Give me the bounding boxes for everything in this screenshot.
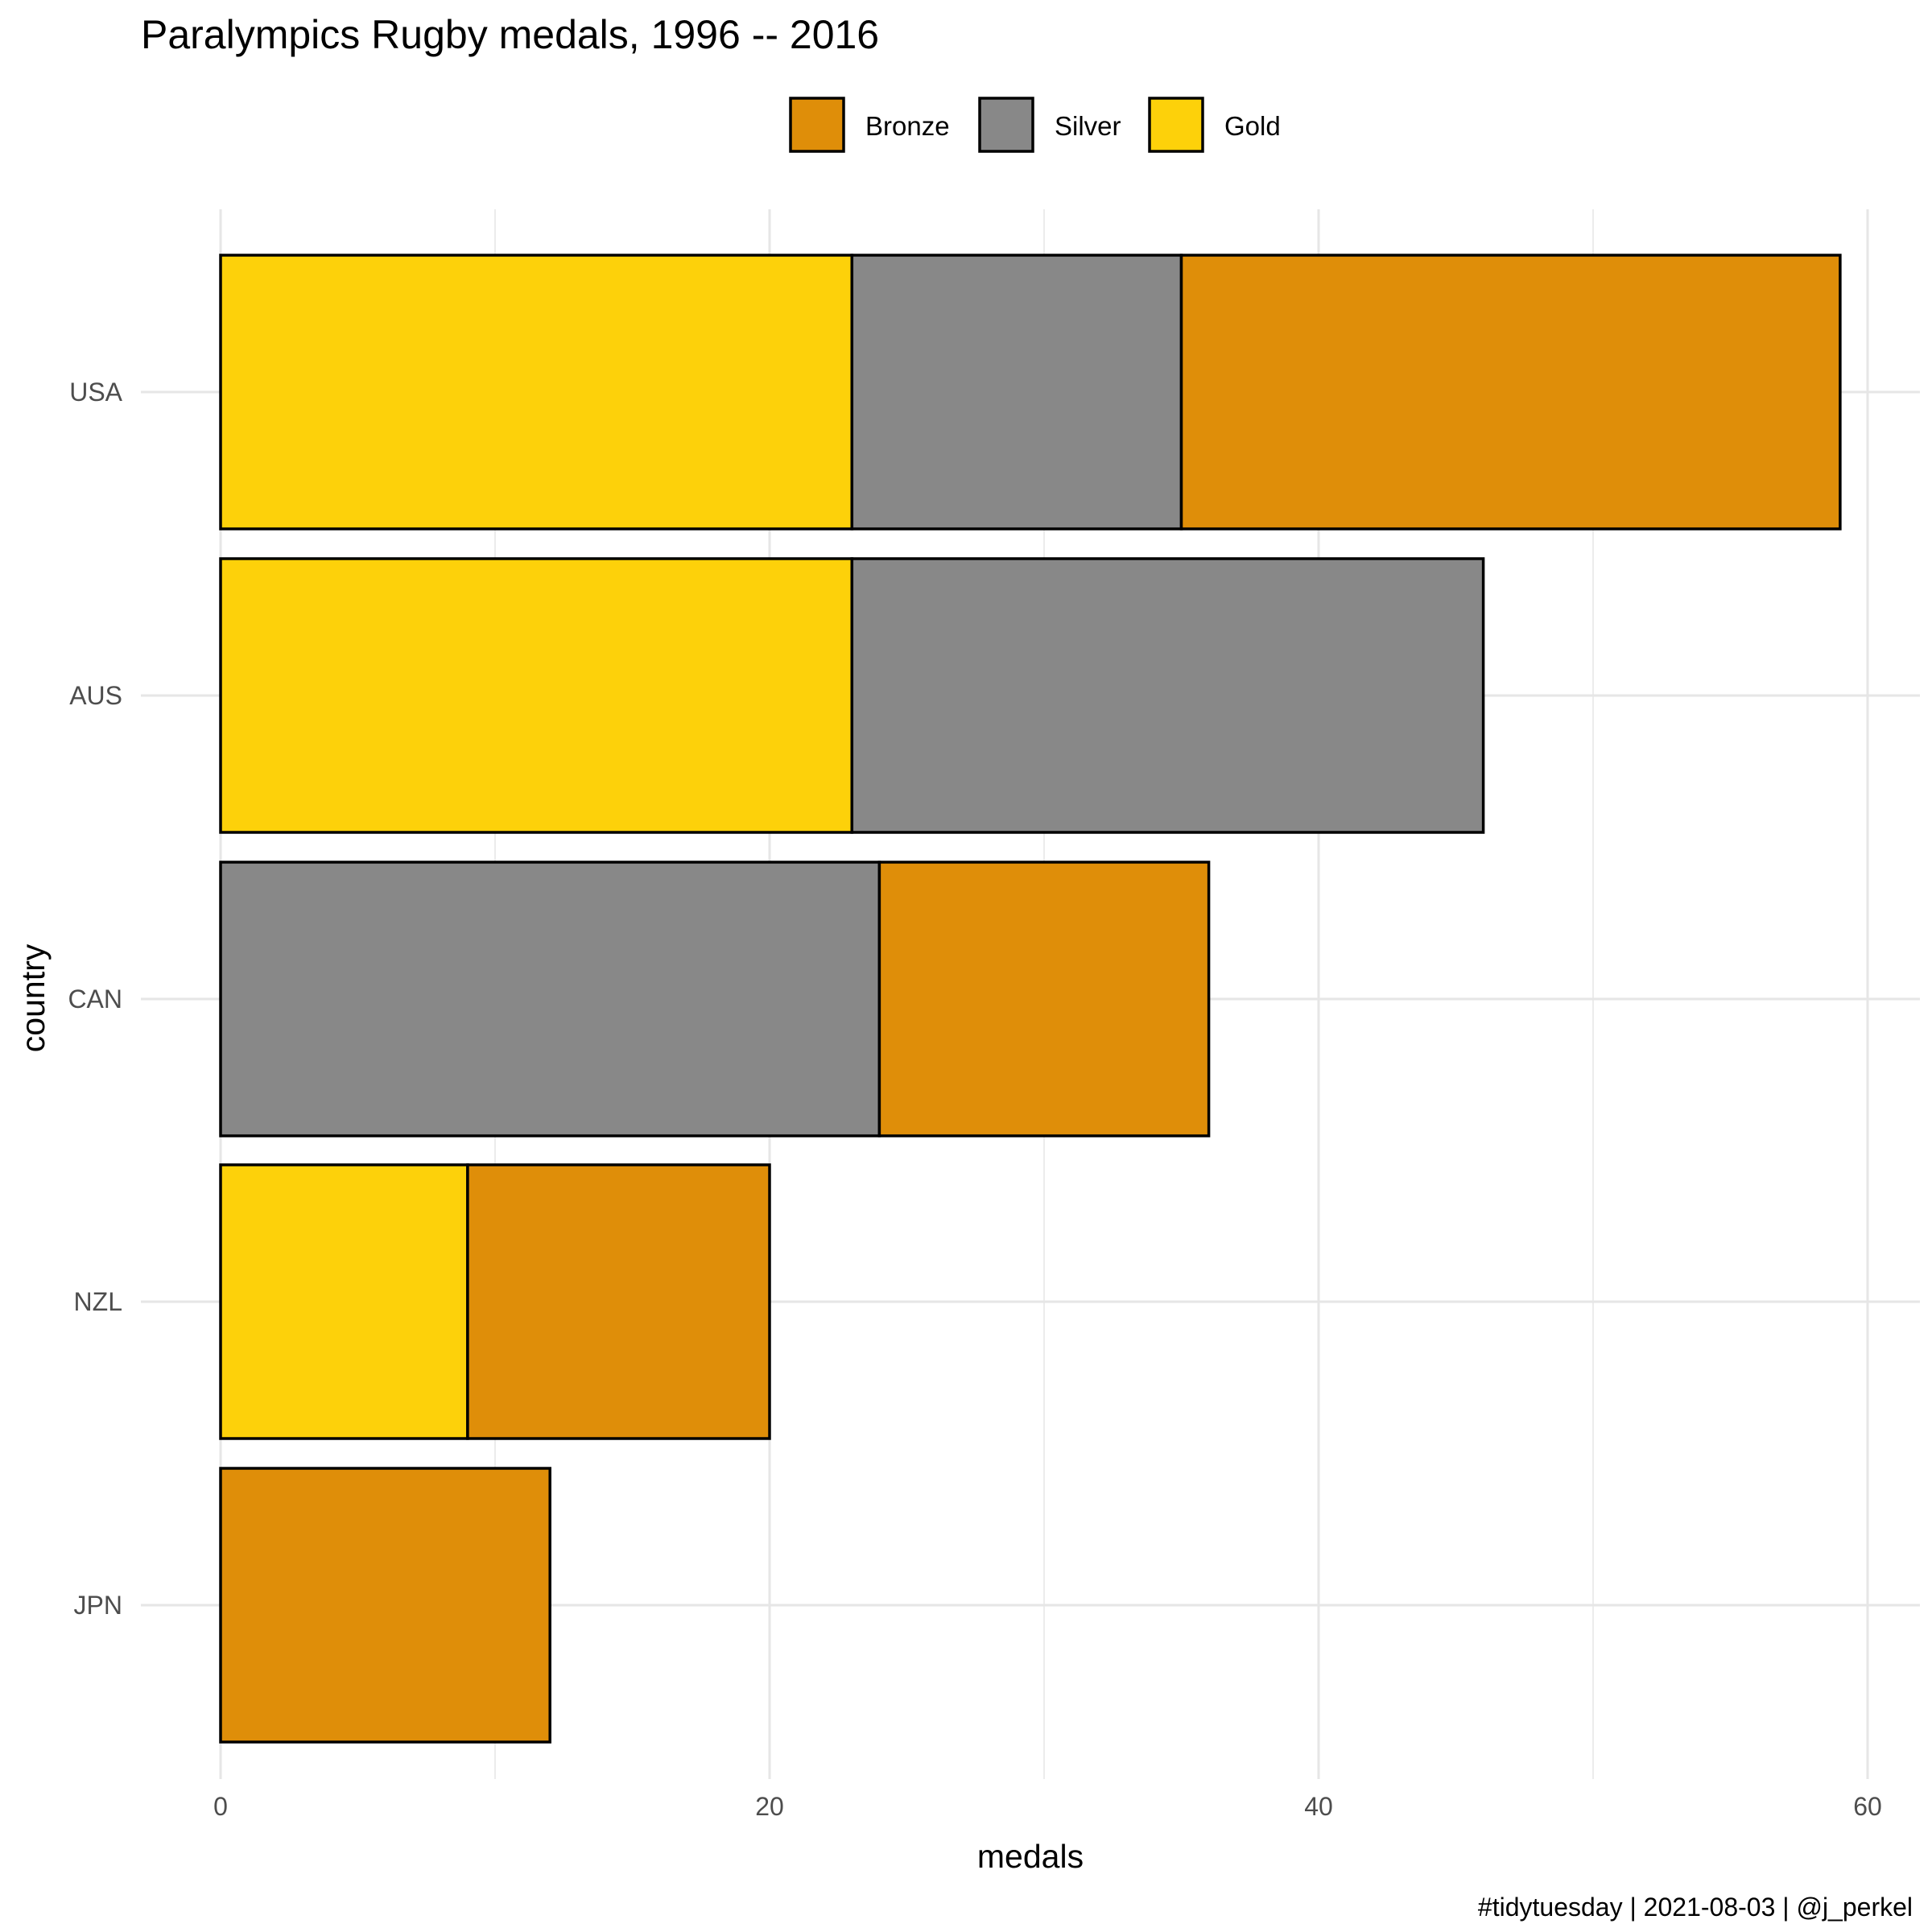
- y-axis-title: country: [14, 943, 52, 1052]
- legend-key-silver: [978, 97, 1034, 153]
- x-tick-label: 0: [213, 1792, 228, 1821]
- legend: Bronze Silver Gold: [789, 97, 1281, 153]
- y-tick-label: CAN: [68, 985, 122, 1013]
- x-tick-label: 40: [1304, 1792, 1333, 1821]
- y-tick-labels: USA AUS CAN NZL JPN: [68, 378, 122, 1620]
- legend-key-gold: [1148, 97, 1204, 153]
- bar-can-silver: [219, 861, 881, 1137]
- x-tick-label: 20: [755, 1792, 784, 1821]
- y-tick-label: JPN: [74, 1591, 122, 1620]
- bar-nzl-gold: [219, 1163, 469, 1440]
- bar-usa-silver: [850, 254, 1183, 530]
- y-tick-label: AUS: [69, 681, 122, 710]
- legend-label-silver: Silver: [1055, 111, 1121, 141]
- bar-can-bronze: [877, 861, 1211, 1137]
- bar-nzl-bronze: [466, 1163, 771, 1440]
- bar-aus-gold: [219, 557, 854, 834]
- legend-label-bronze: Bronze: [865, 111, 950, 141]
- bars: [219, 254, 1842, 1744]
- bar-usa-gold: [219, 254, 854, 530]
- bar-jpn-bronze: [219, 1467, 551, 1744]
- y-tick-label: USA: [69, 378, 122, 407]
- bar-usa-bronze: [1179, 254, 1842, 530]
- legend-label-gold: Gold: [1224, 111, 1281, 141]
- caption: #tidytuesday | 2021-08-03 | @j_perkel: [1478, 1893, 1913, 1922]
- legend-key-bronze: [789, 97, 845, 153]
- bar-aus-silver: [850, 557, 1485, 834]
- x-axis-title: medals: [977, 1838, 1084, 1875]
- x-tick-labels: 0 20 40 60: [213, 1792, 1882, 1821]
- x-tick-label: 60: [1853, 1792, 1882, 1821]
- chart-title: Paralympics Rugby medals, 1996 -- 2016: [141, 12, 879, 57]
- y-tick-label: NZL: [74, 1287, 122, 1316]
